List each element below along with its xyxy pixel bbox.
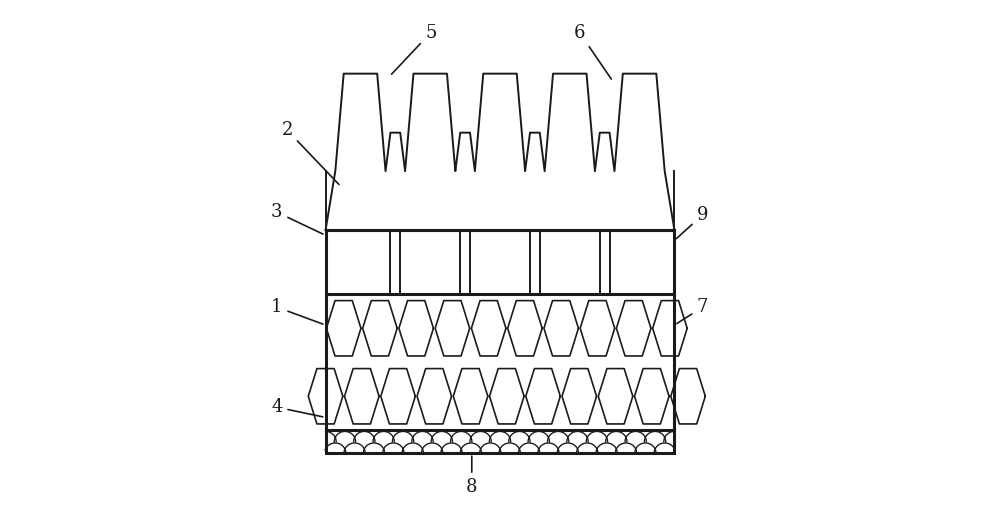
Text: 4: 4: [271, 398, 323, 417]
Text: 3: 3: [271, 203, 323, 234]
Text: 7: 7: [677, 298, 708, 324]
Bar: [326, 230, 674, 453]
Text: 2: 2: [281, 121, 339, 184]
Text: 8: 8: [466, 456, 478, 496]
Text: 1: 1: [271, 298, 323, 324]
Text: 6: 6: [574, 24, 611, 79]
Text: 9: 9: [677, 206, 708, 239]
Text: 5: 5: [392, 24, 436, 74]
